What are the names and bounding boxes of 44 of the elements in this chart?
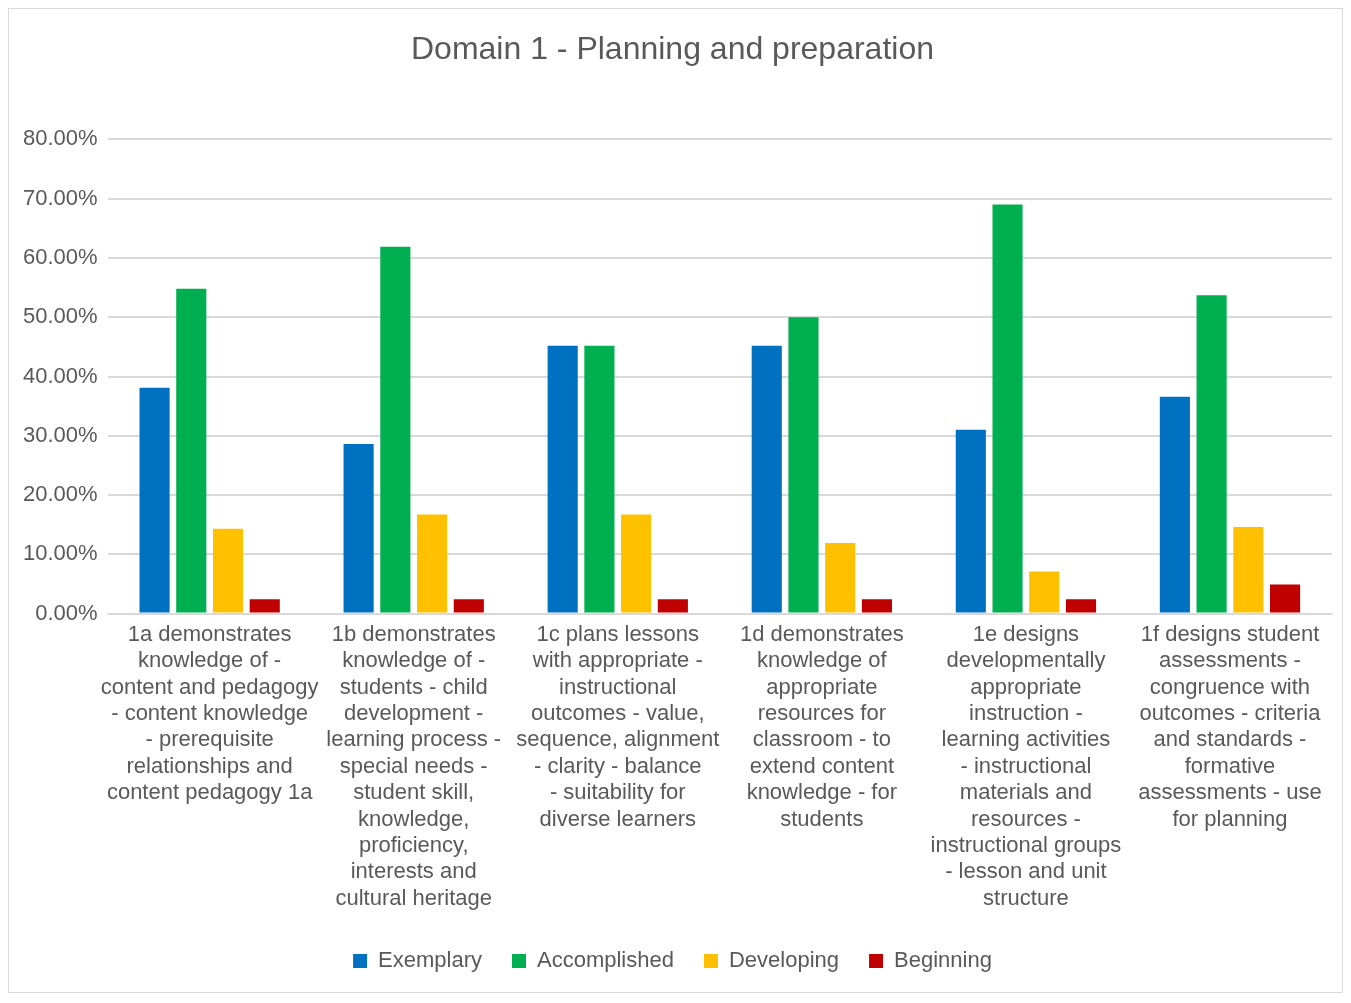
bar: [547, 345, 578, 613]
category-label: 1b demonstrates knowledge of - students - child development - learning process - special needs - student skill, knowledge, proficiency, interests and cultural heritage: [326, 620, 502, 910]
bar: [992, 204, 1023, 613]
bar: [584, 345, 615, 613]
bar: [1029, 571, 1060, 613]
legend-label: Beginning: [894, 947, 992, 973]
legend-label: Exemplary: [378, 947, 483, 973]
y-tick-label: 60.00%: [22, 244, 98, 270]
y-tick-label: 0.00%: [35, 599, 98, 625]
bar: [1065, 599, 1097, 613]
x-tick-label: 1d demonstrates knowledge of appropriate resources for classroom - to extend content knowledge - for students: [739, 620, 904, 831]
legend-label: Developing: [728, 947, 840, 973]
legend-label: Accomplished: [537, 947, 674, 973]
bar: [453, 599, 484, 613]
bar: [417, 514, 448, 613]
category-label: 1e designs developmentally appropriate instruction - learning activities - instructional materials and resources - instructional groups - lesson and unit structure: [930, 620, 1122, 910]
bar: [751, 345, 782, 613]
y-tick-label: 70.00%: [22, 184, 98, 210]
y-tick-label: 10.00%: [22, 540, 98, 566]
y-tick-label: 50.00%: [22, 303, 98, 329]
bar: [1159, 396, 1190, 613]
bar: [621, 514, 652, 613]
y-tick-label: 20.00%: [22, 481, 98, 507]
x-tick-label: 1a demonstrates knowledge of - content and pedagogy - content knowledge - prerequisite relationships and content pedagogy 1a: [100, 620, 319, 805]
y-tick-label: 40.00%: [22, 362, 98, 388]
y-tick-label: 30.00%: [22, 421, 98, 447]
x-tick-label: 1f designs student assessments - congruence with outcomes - criteria and standards - formative assessments - use for planning: [1138, 620, 1322, 831]
bar: [955, 429, 986, 613]
bar: [249, 599, 280, 613]
bar: [343, 444, 374, 613]
bar: [1196, 295, 1227, 613]
bar: [139, 387, 170, 613]
bar: [657, 599, 688, 613]
bar: [825, 543, 856, 613]
x-tick-label: 1c plans lessons with appropriate - instructional outcomes - value, sequence, alignment - clarity - balance - suitability for diverse learners: [516, 620, 720, 831]
bar: [176, 288, 207, 613]
bar: [1233, 527, 1264, 613]
bar: [380, 246, 411, 613]
y-tick-label: 80.00%: [22, 125, 98, 151]
bar: [788, 317, 819, 613]
chart-title: Domain 1 - Planning and preparation: [411, 30, 934, 67]
bar: [1270, 584, 1301, 613]
bar: [861, 599, 892, 613]
bar: [212, 528, 244, 613]
